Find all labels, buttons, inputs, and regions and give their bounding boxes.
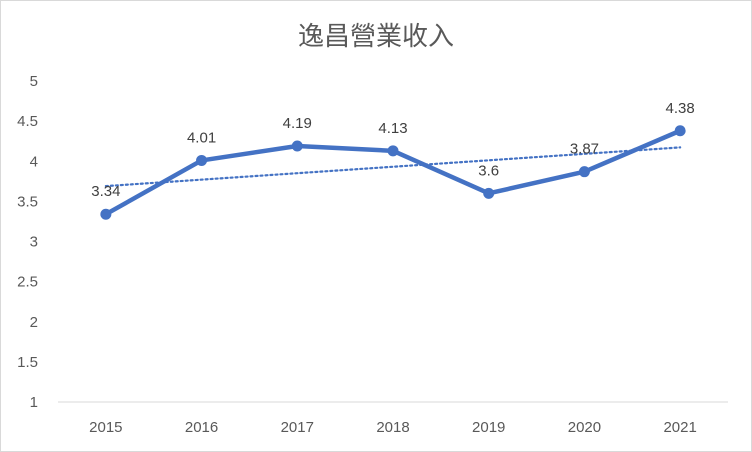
y-axis: 1 1.5 2 2.5 3 3.5 4 4.5 5 — [17, 73, 38, 411]
x-tick-label: 2019 — [472, 419, 505, 436]
x-axis: 2015 2016 2017 2018 2019 2020 2021 — [58, 401, 728, 436]
series-layer — [100, 125, 686, 220]
data-point — [483, 187, 495, 199]
data-labels-layer: 3.34 4.01 4.19 4.13 3.6 3.87 4.38 — [91, 100, 694, 200]
data-point — [291, 140, 303, 152]
data-label: 4.19 — [283, 115, 312, 132]
chart-title: 逸昌營業收入 — [297, 22, 454, 52]
y-tick-label: 3 — [30, 234, 38, 251]
y-tick-label: 2 — [30, 314, 38, 331]
trendline — [104, 146, 682, 188]
data-label: 4.01 — [187, 129, 216, 146]
x-tick-label: 2021 — [663, 419, 696, 436]
y-tick-label: 2.5 — [17, 274, 38, 291]
x-tick-label: 2015 — [89, 419, 122, 436]
data-point — [387, 145, 399, 157]
y-tick-label: 4.5 — [17, 113, 38, 130]
data-label: 3.6 — [478, 162, 499, 179]
y-tick-label: 4 — [30, 153, 38, 170]
x-tick-label: 2016 — [185, 419, 218, 436]
data-point — [196, 154, 208, 166]
data-label: 4.38 — [666, 100, 695, 117]
y-tick-label: 1.5 — [17, 354, 38, 371]
data-label: 4.13 — [378, 120, 407, 137]
x-tick-label: 2017 — [281, 419, 314, 436]
data-point — [674, 125, 686, 137]
y-tick-label: 5 — [30, 73, 38, 90]
data-point — [100, 208, 112, 220]
y-tick-label: 3.5 — [17, 193, 38, 210]
trendline-layer — [104, 146, 682, 188]
x-tick-label: 2020 — [568, 419, 601, 436]
y-tick-label: 1 — [30, 394, 38, 411]
data-label: 3.87 — [570, 141, 599, 158]
data-point — [578, 166, 590, 178]
data-label: 3.34 — [91, 183, 120, 200]
x-tick-label: 2018 — [376, 419, 409, 436]
